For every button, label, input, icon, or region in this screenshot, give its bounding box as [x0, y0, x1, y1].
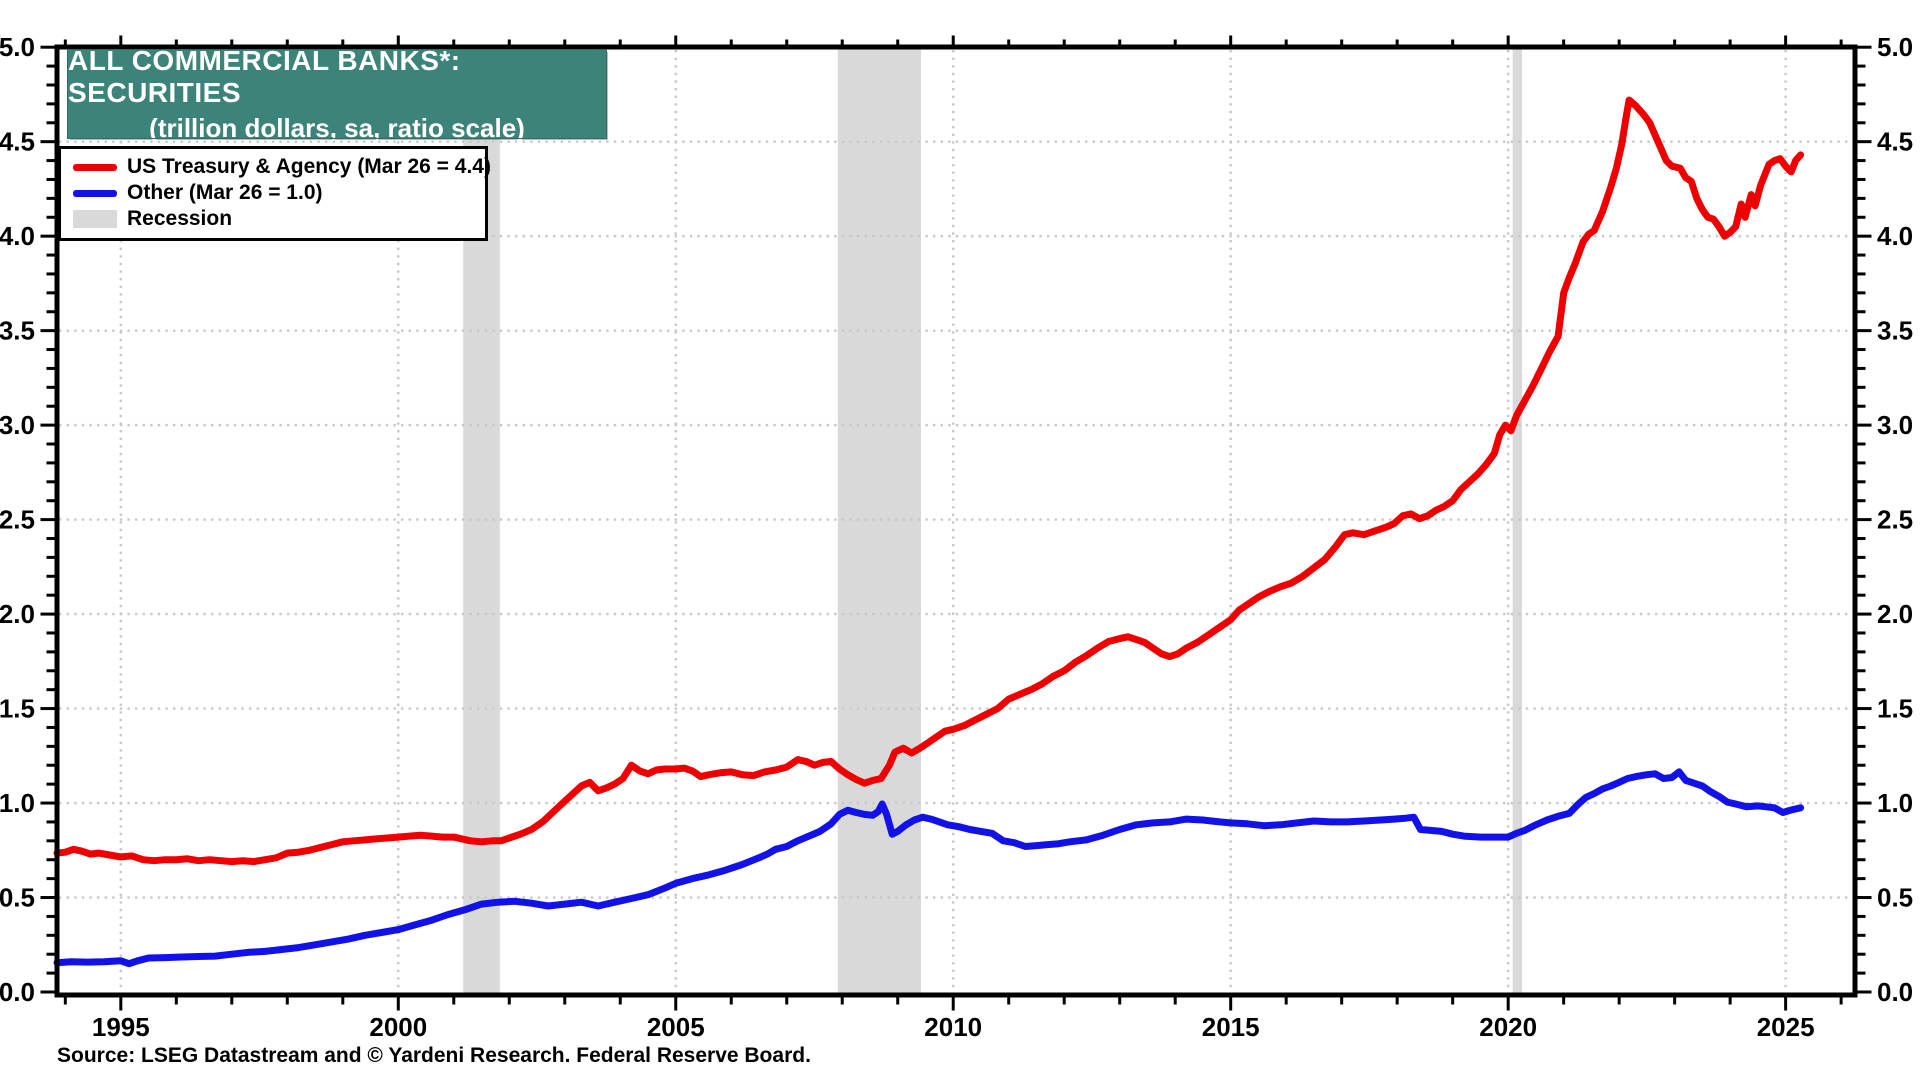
y-axis-label-left: 1.0 [0, 788, 35, 818]
legend: US Treasury & Agency (Mar 26 = 4.4) Othe… [58, 146, 491, 241]
y-axis-label-right: 1.0 [1877, 788, 1913, 818]
x-axis-label: 2010 [924, 1012, 982, 1042]
x-axis-label: 1995 [92, 1012, 150, 1042]
y-axis-label-right: 2.5 [1877, 505, 1913, 535]
y-axis-label-left: 3.5 [0, 316, 35, 346]
x-axis-label: 2020 [1479, 1012, 1537, 1042]
plot-border [54, 44, 1858, 998]
y-axis-label-left: 4.5 [0, 127, 35, 157]
y-axis-label-left: 5.0 [0, 32, 35, 62]
y-axis-label-right: 0.0 [1877, 977, 1913, 1007]
y-axis-label-left: 4.0 [0, 221, 35, 251]
y-axis-label-left: 0.5 [0, 883, 35, 913]
y-axis-label-right: 5.0 [1877, 32, 1913, 62]
legend-label: US Treasury & Agency (Mar 26 = 4.4) [127, 155, 491, 178]
y-axis-label-right: 1.5 [1877, 694, 1913, 724]
x-axis-label: 2025 [1757, 1012, 1815, 1042]
recession-band [837, 49, 922, 993]
other-securities-line [53, 768, 1805, 968]
blue-line-swatch [73, 189, 117, 197]
x-axis-label: 2015 [1202, 1012, 1260, 1042]
legend-item-treasury-agency: US Treasury & Agency (Mar 26 = 4.4) [61, 154, 491, 180]
legend-item-other: Other (Mar 26 = 1.0) [61, 180, 485, 206]
chart-title-box: ALL COMMERCIAL BANKS*: SECURITIES (trill… [67, 45, 607, 143]
series-lines [53, 96, 1805, 968]
x-axis-label: 2005 [647, 1012, 705, 1042]
legend-item-recession: Recession [61, 206, 485, 232]
y-axis-label-right: 4.0 [1877, 221, 1913, 251]
recession-band-swatch [73, 210, 117, 228]
y-axis-label-left: 1.5 [0, 694, 35, 724]
y-axis-label-right: 0.5 [1877, 883, 1913, 913]
recession-bands [463, 49, 1523, 993]
y-axis-label-right: 3.5 [1877, 316, 1913, 346]
axis-ticks [40, 35, 1872, 1011]
y-axis-label-left: 2.5 [0, 505, 35, 535]
y-axis-label-right: 4.5 [1877, 127, 1913, 157]
x-axis-label: 2000 [369, 1012, 427, 1042]
treasury-agency-line [53, 96, 1805, 866]
legend-label: Other (Mar 26 = 1.0) [127, 181, 323, 204]
chart-title: ALL COMMERCIAL BANKS*: SECURITIES [68, 44, 461, 108]
source-note: Source: LSEG Datastream and © Yardeni Re… [57, 1044, 811, 1067]
y-axis-label-left: 3.0 [0, 410, 35, 440]
recession-band [1512, 49, 1523, 993]
y-axis-label-right: 2.0 [1877, 599, 1913, 629]
axis-tick-labels: 0.0 0.0 0.5 0.5 1.0 1.0 1.5 1.5 2.0 2.0 2.5 2.5 3.0 3… [0, 32, 1913, 1042]
legend-label: Recession [127, 207, 233, 230]
y-axis-label-right: 3.0 [1877, 410, 1913, 440]
y-axis-label-left: 0.0 [0, 977, 35, 1007]
chart-subtitle: (trillion dollars, sa, ratio scale) [149, 112, 525, 143]
red-line-swatch [73, 163, 117, 171]
y-axis-label-left: 2.0 [0, 599, 35, 629]
